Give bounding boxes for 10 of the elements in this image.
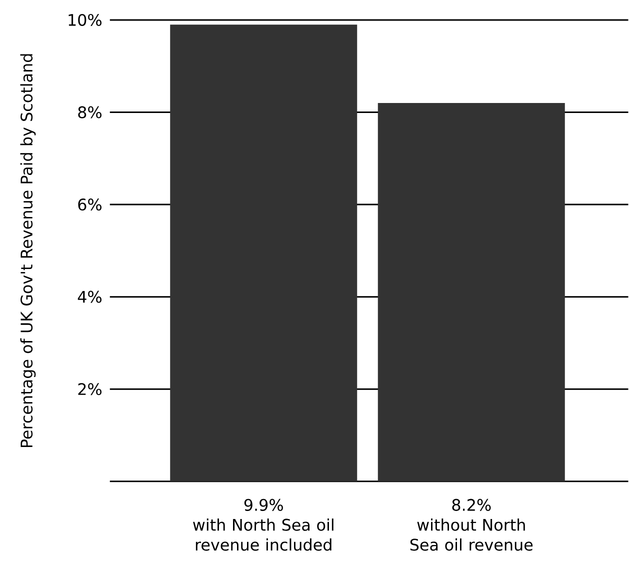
y-tick-label: 10% — [68, 14, 102, 26]
y-axis-title: Percentage of UK Gov't Revenue Paid by Scotland — [20, 54, 36, 447]
data-label: 9.9% — [244, 498, 283, 511]
x-tick-label: without North Sea oil revenue — [410, 518, 533, 551]
data-label: 8.2% — [452, 498, 491, 511]
y-tick-label: 6% — [78, 198, 102, 210]
y-tick-label: 2% — [78, 382, 102, 395]
y-tick-label: 4% — [78, 290, 102, 303]
x-tick-label: with North Sea oil revenue included — [193, 518, 334, 551]
y-tick-label: 8% — [78, 106, 102, 118]
